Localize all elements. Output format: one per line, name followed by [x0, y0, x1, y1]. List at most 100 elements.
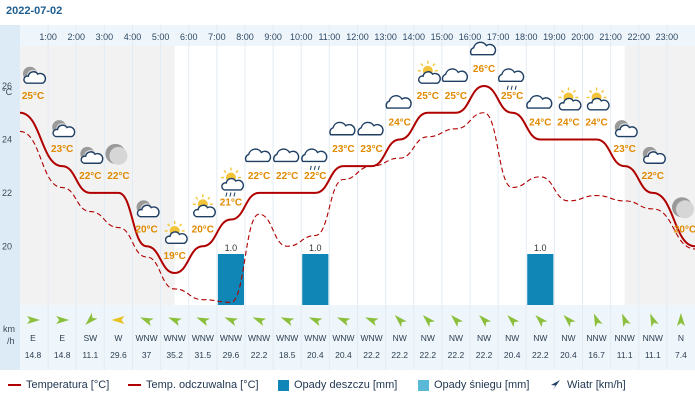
cloudy-rain-icon — [498, 68, 525, 90]
hour-label: 2:00 — [67, 32, 85, 42]
sun-ray — [560, 89, 564, 93]
wind-direction: NW — [393, 333, 407, 343]
cloud-shape — [193, 204, 216, 218]
wind-speed: 22.2 — [532, 350, 549, 360]
legend-rain: Opady deszczu [mm] — [278, 379, 397, 391]
wind-arrow-icon — [479, 315, 492, 328]
sun-ray — [207, 196, 211, 200]
legend-temperature: Temperatura [°C] — [8, 379, 109, 391]
cloud-shape — [301, 148, 328, 163]
wind-arrow-icon — [336, 317, 351, 326]
wind-arrow-shape — [280, 317, 295, 326]
rain-drop — [313, 165, 316, 170]
wind-speed: 22.2 — [420, 350, 437, 360]
wind-speed: 11.1 — [82, 350, 98, 360]
temperature-label: 24°C — [389, 117, 411, 128]
y-tick-label: 26 — [2, 81, 12, 91]
wind-arrow-shape — [196, 317, 210, 326]
temperature-label: 20°C — [674, 224, 695, 235]
wind-arrow-icon — [56, 316, 70, 324]
cloud-shape — [498, 68, 525, 83]
hour-label: 18:00 — [515, 32, 538, 42]
rain-drop — [510, 85, 513, 90]
wind-speed: 29.6 — [110, 350, 127, 360]
temperature-label: 25°C — [417, 91, 439, 102]
wind-arrow-shape — [593, 313, 603, 328]
wind-speed: 14.8 — [25, 350, 42, 360]
y-tick-label: 24 — [2, 134, 12, 144]
wind-direction: SW — [83, 333, 97, 343]
rain-bar — [217, 254, 244, 305]
wind-direction: NW — [505, 333, 519, 343]
legend-wind-label: Wiatr [km/h] — [567, 379, 626, 391]
cloud-shape — [329, 121, 356, 136]
wind-direction: W — [114, 333, 122, 343]
wind-arrow-shape — [224, 317, 239, 326]
hour-label: 3:00 — [96, 32, 114, 42]
wind-speed: 11.1 — [645, 350, 661, 360]
wind-direction: NW — [533, 333, 547, 343]
partly-cloudy-night-icon — [642, 146, 666, 164]
wind-direction: E — [30, 333, 36, 343]
wind-speed: 29.6 — [223, 350, 240, 360]
wind-direction: NW — [561, 333, 575, 343]
wind-speed: 14.8 — [54, 350, 71, 360]
wind-arrow-shape — [450, 315, 464, 328]
wind-direction: WNW — [164, 333, 186, 343]
wind-direction: NNW — [586, 333, 606, 343]
cloudy-icon — [329, 121, 356, 136]
wind-direction: WNW — [220, 333, 242, 343]
wind-arrow-shape — [563, 315, 576, 328]
wind-speed: 22.2 — [363, 350, 380, 360]
temperature-label: 22°C — [248, 171, 270, 182]
temperature-label: 22°C — [276, 171, 298, 182]
wind-arrow-icon — [507, 315, 520, 328]
hour-label: 1:00 — [39, 32, 57, 42]
wind-direction: NW — [449, 333, 463, 343]
hour-label: 5:00 — [152, 32, 170, 42]
hour-label: 8:00 — [236, 32, 254, 42]
temperature-label: 20°C — [192, 224, 214, 235]
hour-label: 22:00 — [627, 32, 650, 42]
cloud-shape — [164, 231, 188, 245]
wind-arrow-shape — [507, 315, 520, 328]
temperature-label: 25°C — [22, 91, 44, 102]
wind-arrow-icon — [252, 317, 267, 326]
wind-arrow-icon — [563, 315, 576, 328]
moon-face — [109, 146, 128, 165]
y-axis-unit: °C — [2, 87, 13, 97]
wind-arrow-icon — [85, 312, 98, 325]
cloudy-icon — [526, 95, 553, 109]
weather-chart: °C 20 22 24 26 1:00 2:00 3:00 4:00 5:00 6:00 7:00 8:… — [0, 25, 695, 370]
rain-bar-label: 1.0 — [225, 243, 238, 253]
temperature-label: 25°C — [445, 91, 467, 102]
legend-snow-swatch — [418, 379, 429, 391]
sun-ray — [588, 89, 593, 93]
wind-speed: 20.4 — [335, 350, 352, 360]
sun-ray — [235, 169, 239, 174]
hour-label: 6:00 — [180, 32, 198, 42]
cloudy-icon — [385, 95, 412, 109]
cloud-shape — [23, 71, 47, 84]
wind-arrow-icon — [622, 313, 631, 328]
temperature-label: 26°C — [473, 64, 495, 75]
wind-direction: NNW — [615, 333, 635, 343]
wind-arrow-icon — [394, 315, 407, 328]
wind-speed: 7.4 — [675, 350, 687, 360]
wind-arrow-shape — [676, 313, 685, 326]
y-tick-label: 22 — [2, 188, 12, 198]
temperature-label: 22°C — [79, 171, 101, 182]
wind-speed: 35.2 — [166, 350, 183, 360]
wind-arrow-icon — [551, 380, 560, 390]
wind-direction: NW — [477, 333, 491, 343]
hour-label: 10:00 — [290, 32, 313, 42]
cloudy-icon — [441, 68, 469, 83]
wind-arrow-shape — [111, 316, 125, 324]
wind-direction: NW — [421, 333, 435, 343]
wind-arrow-shape — [168, 317, 182, 326]
wind-arrow-shape — [308, 317, 323, 326]
cloud-shape — [385, 95, 412, 109]
sun-ray — [572, 89, 577, 93]
sun-ray — [223, 169, 227, 174]
wind-direction: WNW — [135, 333, 157, 343]
